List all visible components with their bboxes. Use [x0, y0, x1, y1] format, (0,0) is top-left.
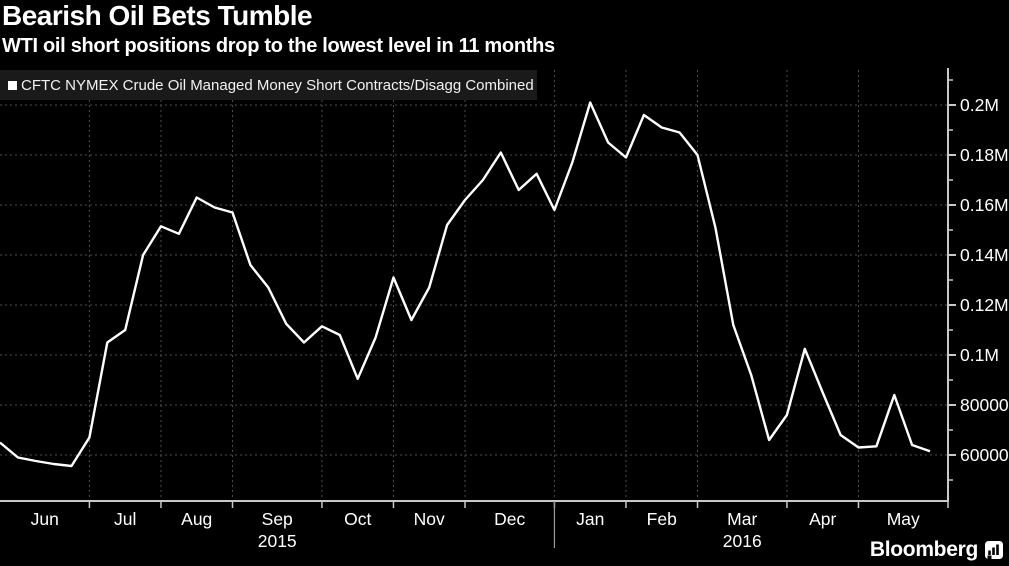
- x-axis-month-label: Jan: [576, 509, 604, 529]
- x-axis-month-label: Dec: [494, 509, 525, 529]
- y-axis-tick-label: 0.18M: [960, 145, 1009, 165]
- x-axis-month-label: Mar: [727, 509, 757, 529]
- x-axis-month-label: May: [887, 509, 920, 529]
- x-axis-month-label: Oct: [344, 509, 371, 529]
- x-axis-month-label: Jul: [114, 509, 136, 529]
- chart-header: Bearish Oil Bets Tumble WTI oil short po…: [2, 0, 555, 58]
- y-axis-tick-label: 0.16M: [960, 195, 1009, 215]
- bloomberg-wordmark: Bloomberg: [869, 538, 978, 561]
- legend-series-label: CFTC NYMEX Crude Oil Managed Money Short…: [21, 76, 534, 94]
- y-axis-tick-label: 80000: [960, 395, 1009, 415]
- x-axis-year-label: 2015: [258, 531, 297, 551]
- legend-swatch-icon: [8, 80, 17, 90]
- y-axis-tick-label: 60000: [960, 445, 1009, 465]
- data-series-line: [0, 101, 931, 468]
- x-axis-month-label: Jun: [31, 509, 59, 529]
- x-axis-month-label: Nov: [414, 509, 445, 529]
- x-axis-month-label: Sep: [262, 509, 293, 529]
- x-axis-year-label: 2016: [723, 531, 762, 551]
- legend: CFTC NYMEX Crude Oil Managed Money Short…: [0, 70, 537, 100]
- y-axis-tick-label: 0.2M: [960, 95, 999, 115]
- chart-subtitle: WTI oil short positions drop to the lowe…: [2, 35, 555, 57]
- y-axis-tick-label: 0.1M: [960, 345, 999, 365]
- chart-title: Bearish Oil Bets Tumble: [2, 0, 313, 31]
- x-axis-month-label: Feb: [647, 509, 677, 529]
- bloomberg-logo: Bloomberg: [870, 538, 1003, 562]
- x-axis-month-label: Apr: [809, 509, 836, 529]
- bloomberg-bars-icon: [985, 541, 1003, 559]
- x-axis-month-label: Aug: [181, 509, 212, 529]
- y-axis-tick-label: 0.12M: [960, 295, 1009, 315]
- y-axis-tick-label: 0.14M: [960, 245, 1009, 265]
